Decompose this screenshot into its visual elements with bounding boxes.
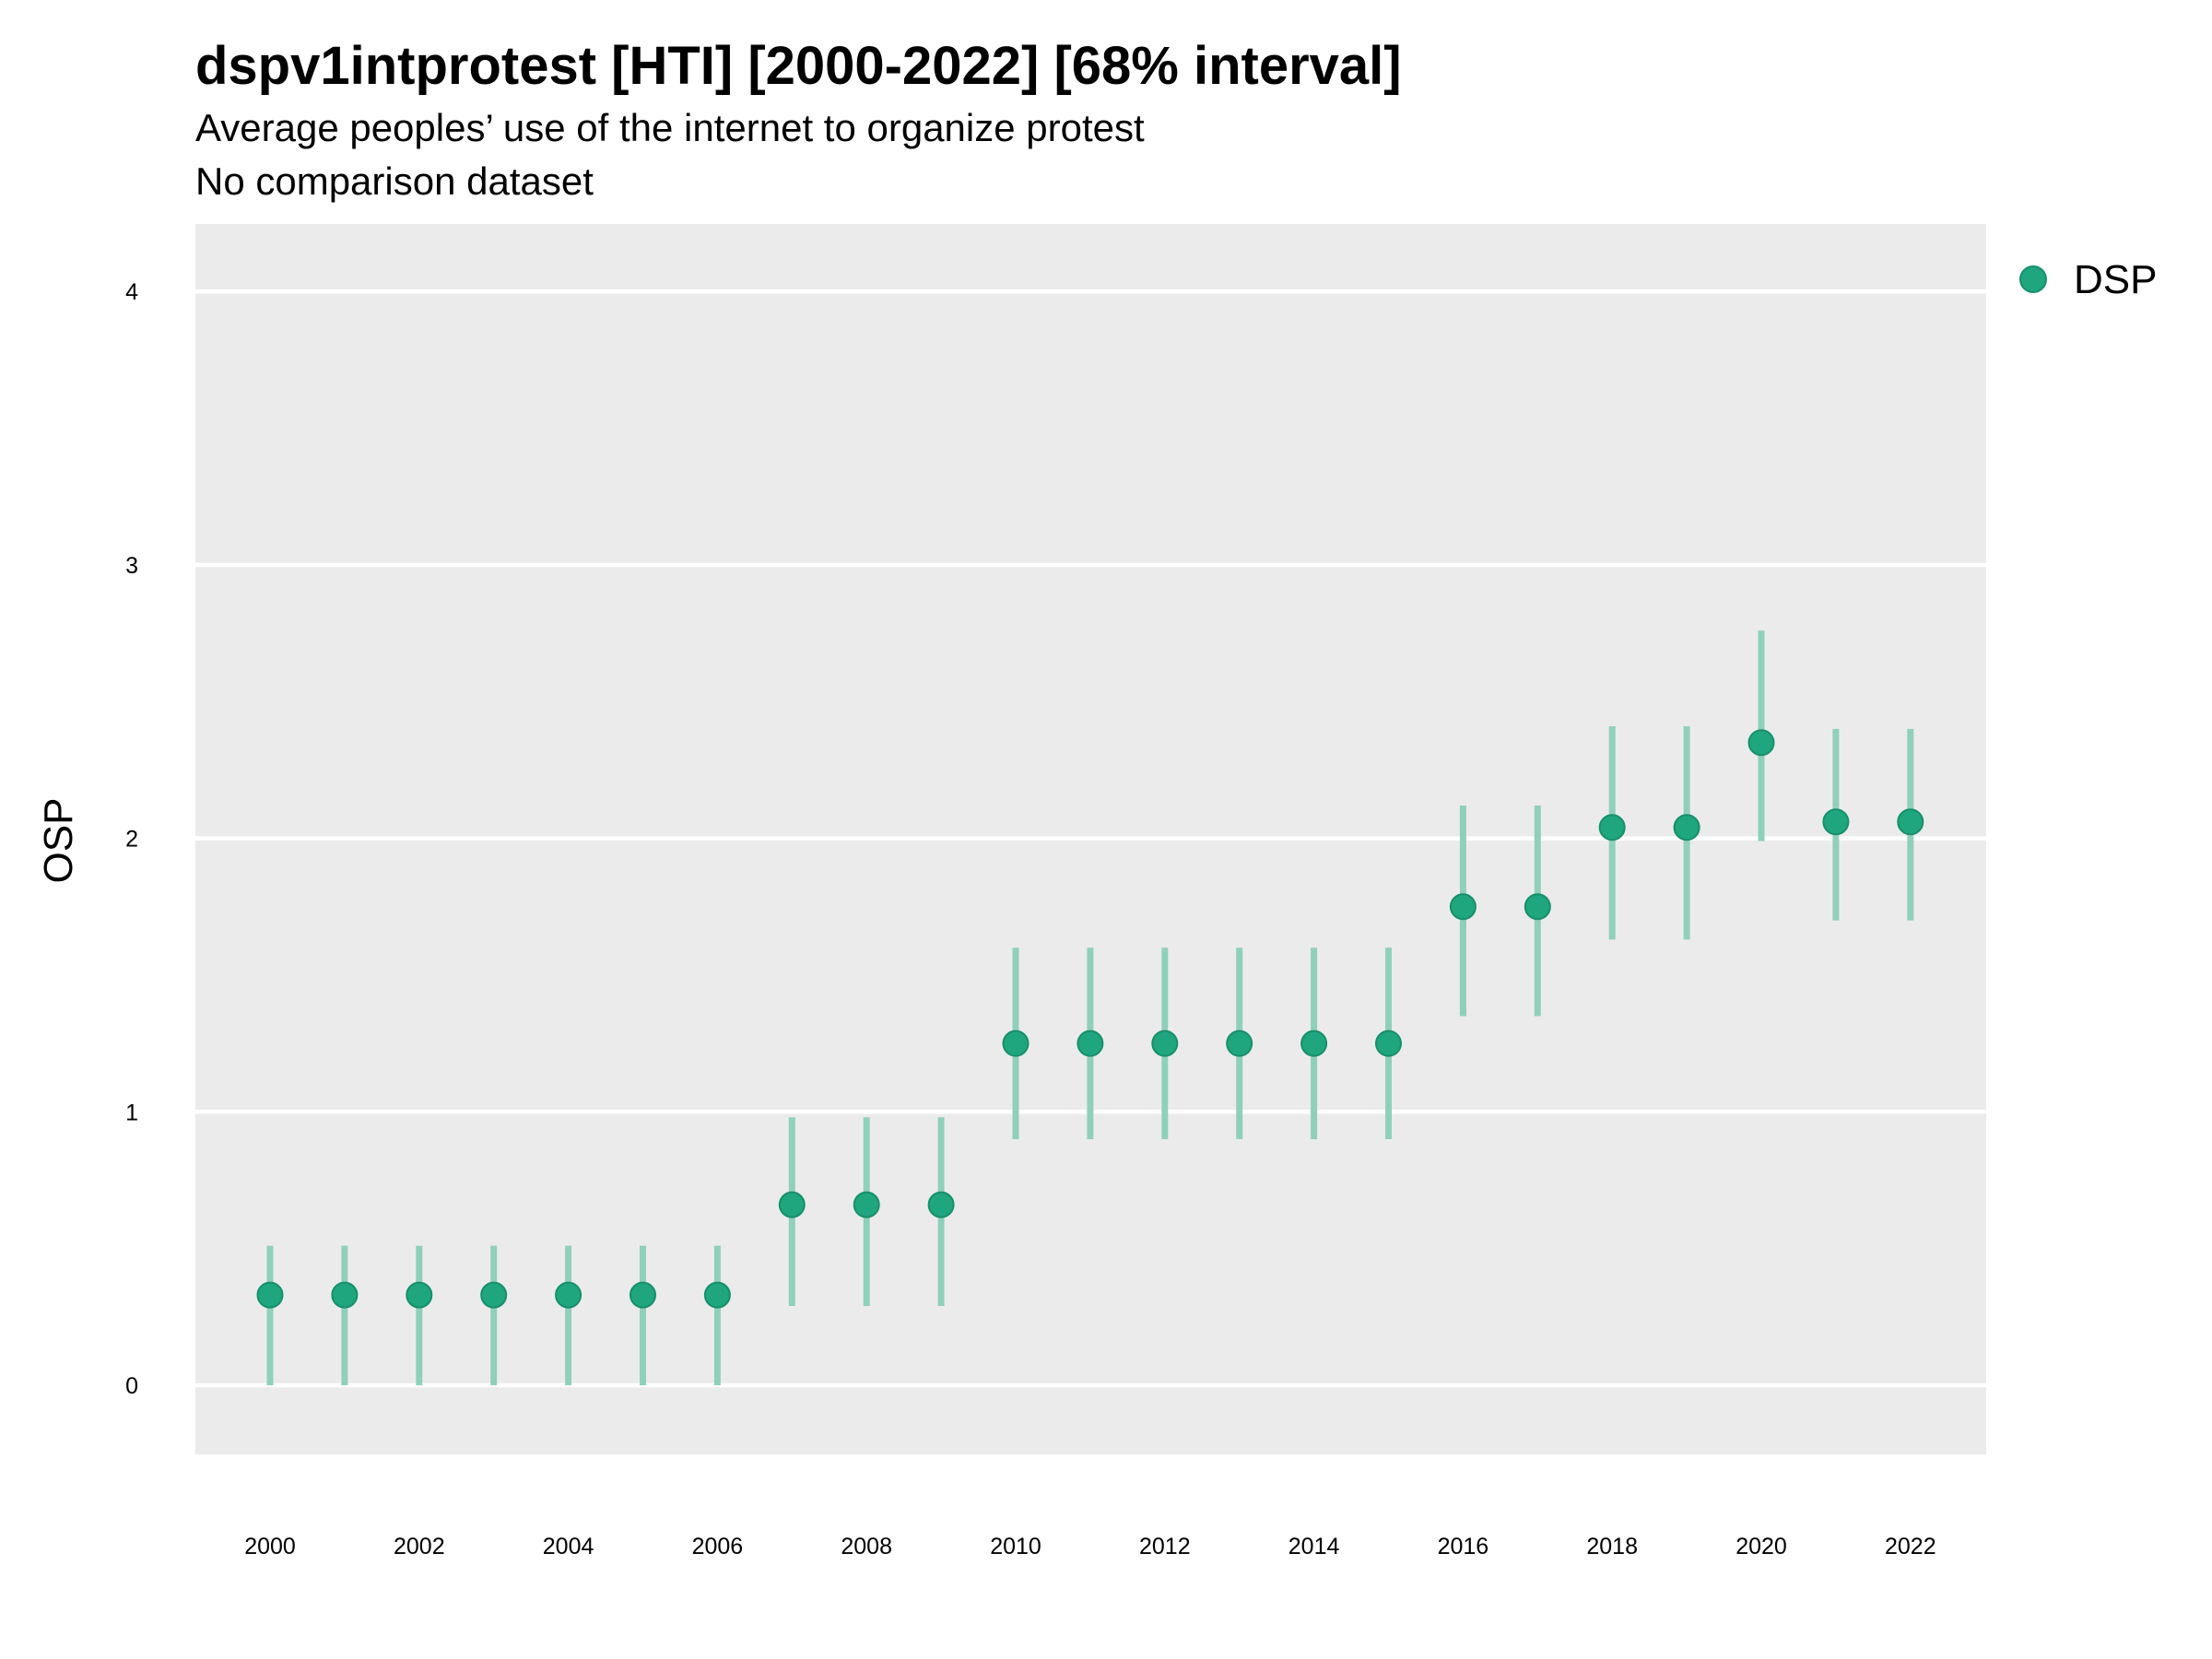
data-point xyxy=(927,1191,955,1218)
data-point xyxy=(1375,1030,1402,1057)
data-point xyxy=(331,1281,359,1309)
y-tick-label: 0 xyxy=(125,1373,138,1399)
y-tick-label: 4 xyxy=(125,279,138,305)
legend-label: DSP xyxy=(2074,257,2157,302)
data-point xyxy=(1226,1030,1253,1057)
data-point xyxy=(480,1281,508,1309)
data-point xyxy=(703,1281,731,1309)
y-tick-label: 1 xyxy=(125,1100,138,1125)
x-tick-label: 2022 xyxy=(1885,1534,1936,1559)
data-point xyxy=(1747,729,1775,757)
data-point xyxy=(555,1281,582,1309)
x-tick-label: 2008 xyxy=(841,1534,892,1559)
x-tick-label: 2016 xyxy=(1438,1534,1489,1559)
x-tick-label: 2006 xyxy=(692,1534,744,1559)
x-tick-label: 2000 xyxy=(244,1534,296,1559)
legend: DSP xyxy=(2019,257,2157,302)
chart-subtitle-line-2: No comparison dataset xyxy=(195,159,594,203)
data-point xyxy=(406,1281,433,1309)
data-point xyxy=(1077,1030,1104,1057)
x-tick-label: 2018 xyxy=(1586,1534,1638,1559)
data-point xyxy=(1449,893,1477,921)
legend-marker-icon xyxy=(2019,265,2047,293)
x-tick-label: 2010 xyxy=(990,1534,1041,1559)
chart-subtitle-line-1: Average peoples’ use of the internet to … xyxy=(195,106,1145,149)
y-tick-label: 2 xyxy=(125,827,138,853)
x-tick-label: 2014 xyxy=(1288,1534,1340,1559)
data-point xyxy=(1598,814,1626,841)
data-point xyxy=(629,1281,656,1309)
data-point xyxy=(1822,808,1850,836)
data-point xyxy=(1300,1030,1328,1057)
x-tick-label: 2012 xyxy=(1139,1534,1191,1559)
data-point xyxy=(1673,814,1700,841)
data-point xyxy=(256,1281,284,1309)
x-tick-label: 2020 xyxy=(1735,1534,1787,1559)
data-points xyxy=(256,729,1924,1309)
chart-title: dspv1intprotest [HTI] [2000-2022] [68% i… xyxy=(195,36,1402,96)
data-point xyxy=(853,1191,880,1218)
y-axis-label: OSP xyxy=(36,798,81,884)
y-axis-ticks: 0 1 2 3 4 xyxy=(125,279,138,1399)
x-axis-ticks: 2000 2002 2004 2006 2008 2010 2012 2014 2016 2018… xyxy=(244,1534,1936,1559)
data-point xyxy=(778,1191,806,1218)
data-point xyxy=(1524,893,1551,921)
data-point xyxy=(1151,1030,1179,1057)
y-tick-label: 3 xyxy=(125,553,138,579)
data-point xyxy=(1002,1030,1030,1057)
data-point xyxy=(1897,808,1924,836)
x-tick-label: 2002 xyxy=(394,1534,445,1559)
x-tick-label: 2004 xyxy=(543,1534,594,1559)
